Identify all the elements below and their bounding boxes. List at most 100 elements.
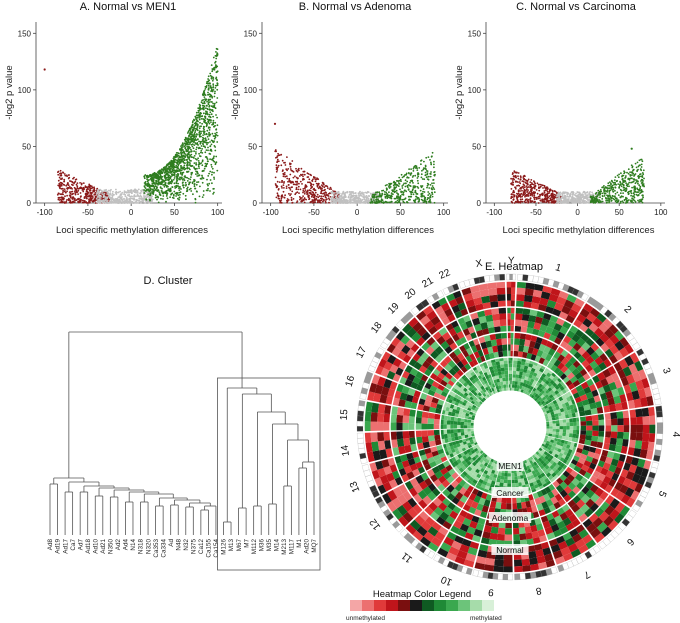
data-point	[79, 186, 82, 189]
data-point	[210, 143, 213, 146]
data-point	[180, 145, 182, 148]
data-point	[281, 194, 284, 197]
data-point	[420, 176, 423, 179]
data-point	[430, 188, 433, 190]
data-point	[414, 167, 417, 169]
data-point	[529, 185, 532, 188]
data-point	[404, 182, 407, 185]
data-point	[180, 167, 183, 170]
data-point	[296, 182, 299, 184]
data-point	[201, 102, 204, 105]
data-point	[150, 201, 153, 204]
data-point	[84, 186, 87, 189]
data-point	[339, 202, 341, 204]
data-point	[213, 155, 215, 158]
data-point	[72, 192, 74, 195]
data-point	[173, 175, 176, 177]
data-point	[120, 194, 122, 197]
data-point	[416, 193, 418, 195]
data-point	[356, 197, 359, 200]
data-point	[637, 175, 640, 177]
data-point	[196, 126, 199, 128]
data-point	[178, 196, 181, 199]
data-point	[514, 200, 517, 203]
data-point	[189, 187, 192, 190]
data-point	[85, 188, 88, 191]
data-point	[195, 163, 198, 166]
data-point	[614, 176, 617, 179]
data-point	[558, 196, 561, 199]
data-point	[204, 156, 207, 158]
data-point	[512, 199, 515, 201]
data-point	[181, 184, 184, 187]
data-point	[326, 193, 328, 196]
data-point	[640, 169, 643, 172]
data-point	[629, 171, 631, 174]
data-point	[179, 156, 182, 159]
data-point	[186, 180, 189, 182]
data-point	[205, 110, 207, 113]
data-point	[303, 178, 305, 181]
data-point	[426, 186, 428, 189]
data-point	[212, 105, 214, 107]
data-point	[395, 180, 398, 182]
data-point	[201, 122, 204, 125]
data-point	[422, 195, 424, 197]
data-point	[531, 195, 534, 197]
data-point	[191, 165, 194, 167]
data-point	[201, 159, 204, 162]
data-point	[109, 196, 112, 199]
data-point	[349, 197, 352, 199]
leaf-label: M126	[221, 539, 228, 555]
data-point	[308, 191, 311, 194]
data-point	[414, 189, 417, 192]
data-point	[170, 193, 172, 196]
data-point	[99, 192, 102, 194]
data-point	[195, 148, 198, 151]
data-point	[178, 189, 181, 192]
data-point	[612, 190, 614, 193]
data-point	[543, 191, 546, 194]
data-point	[140, 202, 142, 204]
data-point	[584, 192, 586, 194]
data-point	[67, 177, 70, 180]
data-point	[142, 198, 145, 201]
data-point	[406, 176, 408, 179]
data-point	[315, 197, 318, 200]
data-point	[58, 196, 60, 199]
data-point	[198, 174, 201, 177]
data-point	[68, 197, 70, 200]
data-point	[175, 174, 178, 176]
data-point	[276, 167, 279, 170]
data-point	[208, 122, 211, 125]
data-point	[202, 118, 205, 120]
data-point	[208, 182, 211, 185]
data-point	[619, 181, 622, 184]
data-point	[617, 183, 620, 186]
data-point	[196, 133, 198, 136]
data-point	[157, 184, 159, 186]
data-point	[169, 196, 172, 199]
data-point	[551, 198, 554, 201]
data-point	[216, 53, 218, 56]
data-point	[564, 194, 567, 197]
data-point	[603, 188, 606, 191]
data-point	[203, 141, 205, 143]
data-point	[208, 79, 211, 82]
data-point	[350, 191, 353, 193]
data-point	[631, 166, 634, 169]
data-point	[135, 191, 138, 194]
data-point	[427, 191, 430, 193]
data-point	[639, 185, 642, 188]
data-point	[153, 186, 156, 188]
data-point	[641, 172, 644, 174]
data-point	[557, 198, 559, 201]
data-point	[402, 194, 405, 196]
data-point	[199, 121, 201, 124]
data-point	[424, 171, 427, 174]
data-point	[214, 62, 216, 64]
data-point	[157, 201, 160, 204]
data-point	[195, 151, 197, 153]
data-point	[323, 183, 325, 186]
